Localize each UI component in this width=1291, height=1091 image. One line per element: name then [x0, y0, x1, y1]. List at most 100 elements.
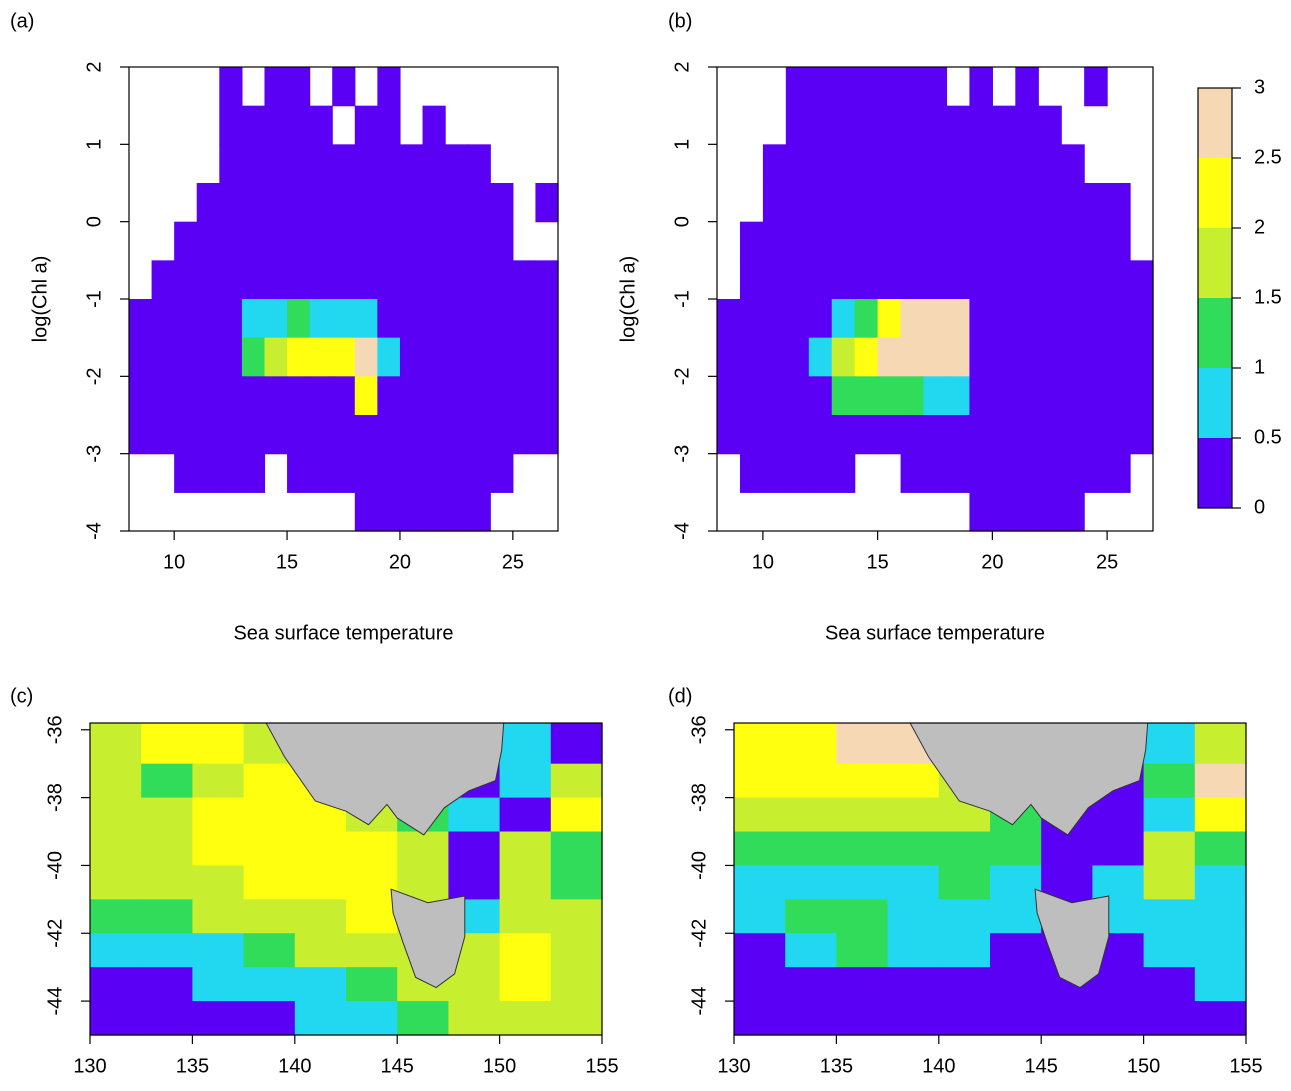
cell — [294, 865, 347, 900]
cell — [831, 144, 856, 184]
cell — [990, 831, 1042, 867]
x-tick-label: 155 — [1229, 1055, 1262, 1077]
cell — [877, 105, 902, 145]
cell — [831, 67, 856, 107]
cell — [1061, 376, 1085, 416]
cell — [243, 763, 296, 799]
cell — [990, 899, 1042, 934]
cell — [467, 492, 491, 532]
cell — [836, 967, 889, 1002]
cell — [550, 723, 603, 765]
cell — [490, 299, 514, 339]
cell — [219, 260, 243, 300]
cell — [377, 105, 401, 145]
y-tick-label: 1 — [83, 139, 105, 150]
cell — [887, 1001, 940, 1036]
cell — [151, 376, 175, 416]
cell — [808, 105, 833, 145]
cell — [243, 1001, 296, 1036]
cell — [1084, 453, 1108, 493]
cell — [422, 337, 446, 377]
cell — [219, 453, 243, 493]
cell — [499, 763, 552, 799]
x-tick-label: 10 — [163, 551, 185, 573]
cell — [490, 183, 514, 223]
cell — [762, 299, 787, 339]
cell — [219, 376, 243, 416]
cell — [354, 376, 378, 416]
cell — [535, 337, 559, 377]
cell — [264, 105, 288, 145]
x-tick-label: 15 — [867, 551, 889, 573]
cell — [287, 183, 311, 223]
x-tick-label: 150 — [1127, 1055, 1160, 1077]
cell — [90, 967, 142, 1002]
cell — [1143, 797, 1196, 833]
cell — [448, 967, 501, 1002]
colorbar-tick-label: 2 — [1254, 216, 1265, 238]
colorbar-tick-label: 0.5 — [1254, 426, 1282, 448]
cell — [219, 337, 243, 377]
cell — [1015, 453, 1039, 493]
y-tick-label: -40 — [688, 851, 710, 880]
cell — [923, 376, 948, 416]
cell — [332, 221, 356, 261]
cell — [831, 299, 856, 339]
y-tick-label: -38 — [44, 783, 66, 812]
cell — [399, 453, 424, 493]
cell — [785, 453, 810, 493]
x-tick-label: 25 — [502, 551, 524, 573]
cell — [174, 337, 198, 377]
cell — [90, 763, 142, 799]
cell — [467, 376, 491, 416]
cell — [196, 183, 220, 223]
cell — [1084, 183, 1108, 223]
colorbar-swatch — [1198, 158, 1232, 228]
cell — [354, 221, 378, 261]
cell — [332, 183, 356, 223]
colorbar-tick-label: 1 — [1254, 356, 1265, 378]
cell — [512, 337, 537, 377]
cell — [808, 221, 833, 261]
cell — [1015, 415, 1039, 455]
cell — [196, 453, 220, 493]
cell — [992, 337, 1016, 377]
x-tick-label: 135 — [176, 1055, 209, 1077]
cell — [1038, 144, 1062, 184]
cell — [785, 67, 810, 107]
cell — [1061, 260, 1085, 300]
y-tick-label: -2 — [83, 367, 105, 385]
cell — [877, 299, 902, 339]
cell — [831, 105, 856, 145]
cell — [887, 967, 940, 1002]
cell — [1092, 967, 1145, 1002]
cell — [512, 415, 537, 455]
cell — [129, 299, 153, 339]
cell — [854, 105, 879, 145]
cell — [938, 899, 991, 934]
cell — [264, 415, 288, 455]
cell — [219, 144, 243, 184]
y-tick-label: -4 — [671, 522, 693, 540]
cell — [129, 376, 153, 416]
x-tick-label: 155 — [585, 1055, 618, 1077]
cell — [1015, 105, 1039, 145]
cell — [1061, 221, 1085, 261]
cell — [332, 453, 356, 493]
cell — [490, 337, 514, 377]
cell — [219, 299, 243, 339]
cell — [762, 183, 787, 223]
cell — [1038, 299, 1062, 339]
cell — [192, 1001, 245, 1036]
plot-frame — [89, 722, 603, 1036]
cell — [946, 260, 971, 300]
cell — [923, 105, 948, 145]
cell — [550, 865, 603, 900]
cell — [294, 899, 347, 934]
y-tick-label: 2 — [671, 61, 693, 72]
cell — [141, 865, 193, 900]
cell — [309, 299, 333, 339]
panel-label: (b) — [668, 10, 692, 32]
cell — [174, 453, 198, 493]
